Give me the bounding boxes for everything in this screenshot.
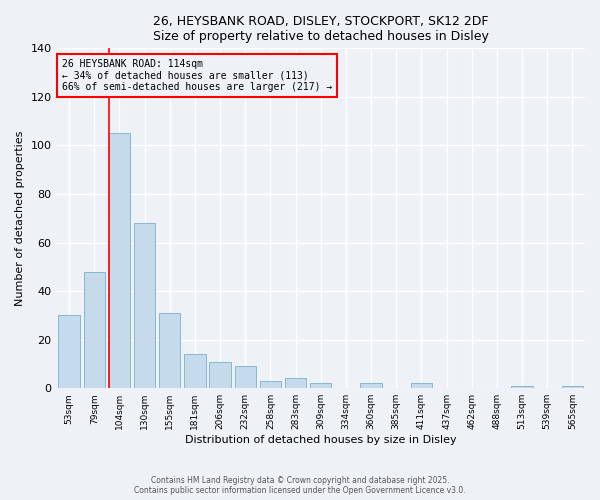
X-axis label: Distribution of detached houses by size in Disley: Distribution of detached houses by size …	[185, 435, 457, 445]
Bar	[109, 134, 130, 388]
Bar	[134, 223, 155, 388]
Bar	[511, 386, 533, 388]
Bar	[58, 316, 80, 388]
Bar	[83, 272, 105, 388]
Bar	[361, 384, 382, 388]
Bar	[285, 378, 307, 388]
Bar	[184, 354, 206, 388]
Y-axis label: Number of detached properties: Number of detached properties	[15, 130, 25, 306]
Text: 26 HEYSBANK ROAD: 114sqm
← 34% of detached houses are smaller (113)
66% of semi-: 26 HEYSBANK ROAD: 114sqm ← 34% of detach…	[62, 58, 332, 92]
Bar	[562, 386, 583, 388]
Bar	[235, 366, 256, 388]
Text: Contains HM Land Registry data © Crown copyright and database right 2025.
Contai: Contains HM Land Registry data © Crown c…	[134, 476, 466, 495]
Bar	[260, 381, 281, 388]
Bar	[159, 313, 181, 388]
Bar	[310, 384, 331, 388]
Bar	[411, 384, 432, 388]
Title: 26, HEYSBANK ROAD, DISLEY, STOCKPORT, SK12 2DF
Size of property relative to deta: 26, HEYSBANK ROAD, DISLEY, STOCKPORT, SK…	[153, 15, 489, 43]
Bar	[209, 362, 231, 388]
